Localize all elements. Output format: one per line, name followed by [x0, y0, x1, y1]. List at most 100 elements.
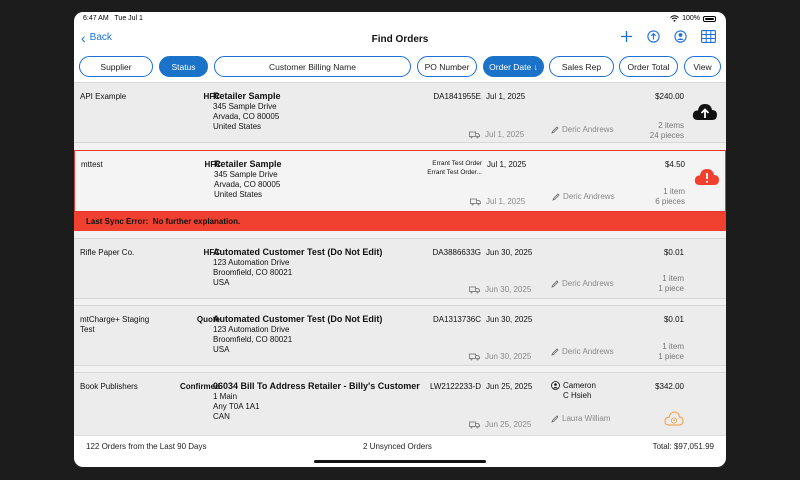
buyer: Cameron C Hsieh: [551, 381, 596, 401]
filter-po-number-button[interactable]: PO Number: [417, 56, 477, 77]
filter-bar: Supplier Status Customer Billing Name PO…: [79, 56, 721, 77]
battery-percent: 100%: [682, 15, 700, 22]
orders-list: API Example HFC Retailer Sample 345 Samp…: [74, 82, 726, 437]
order-row[interactable]: Rifle Paper Co. HFC Automated Customer T…: [74, 238, 726, 299]
order-total: $342.00: [655, 382, 684, 391]
order-total: $240.00: [655, 92, 684, 101]
order-date: Jul 1, 2025: [486, 92, 526, 101]
order-customer: mttest: [81, 160, 103, 169]
order-row[interactable]: Book Publishers Confirmed 06034 Bill To …: [74, 372, 726, 437]
filter-supplier-button[interactable]: Supplier: [79, 56, 153, 77]
order-type: HFC: [204, 160, 221, 169]
order-ship-to: Automated Customer Test (Do Not Edit) 12…: [213, 247, 383, 287]
order-ship-to: Retailer Sample 345 Sample Drive Arvada,…: [213, 91, 281, 131]
sync-error-label: Last Sync Error:: [86, 217, 149, 226]
order-ship-to: Automated Customer Test (Do Not Edit) 12…: [213, 314, 383, 354]
order-total: $4.50: [664, 160, 685, 169]
grid-view-icon[interactable]: [701, 30, 716, 43]
order-customer: API Example: [80, 92, 127, 101]
truck-icon: [469, 353, 480, 361]
truck-icon: [469, 421, 480, 429]
order-customer: Rifle Paper Co.: [80, 248, 135, 257]
order-row[interactable]: mttest HFC Retailer Sample 345 Sample Dr…: [74, 150, 726, 212]
filter-status-button[interactable]: Status: [159, 56, 208, 77]
order-date: Jun 30, 2025: [486, 248, 533, 257]
upload-icon[interactable]: [647, 30, 660, 43]
person-icon: [551, 381, 560, 390]
ship-date: Jun 25, 2025: [485, 420, 532, 429]
order-total: $0.01: [663, 248, 684, 257]
ship-date: Jul 1, 2025: [485, 130, 525, 139]
wifi-icon: [670, 15, 679, 22]
order-type: Confirmed: [180, 382, 220, 391]
sales-rep: Laura William: [562, 414, 611, 423]
page-title: Find Orders: [371, 34, 429, 45]
order-number: DA1841955E: [433, 92, 481, 101]
sync-error-text: No further explanation.: [152, 217, 241, 226]
item-count: 1 item: [663, 187, 685, 196]
ship-date: Jul 1, 2025: [486, 197, 526, 206]
status-bar: 6:47 AM Tue Jul 1 100%: [74, 12, 726, 26]
cloud-pending-icon[interactable]: [664, 411, 684, 426]
filter-order-date-button[interactable]: Order Date ↓: [483, 56, 544, 77]
filter-billing-name-button[interactable]: Customer Billing Name: [214, 56, 411, 77]
order-row[interactable]: API Example HFC Retailer Sample 345 Samp…: [74, 82, 726, 143]
user-icon[interactable]: [674, 30, 687, 43]
order-number: DA3886633G: [432, 248, 481, 257]
sales-rep: Deric Andrews: [563, 192, 615, 201]
truck-icon: [470, 198, 481, 206]
truck-icon: [469, 286, 480, 294]
grand-total: Total: $97,051.99: [652, 442, 714, 451]
order-row[interactable]: mtCharge+ Staging Test Quote Automated C…: [74, 305, 726, 366]
pencil-icon: [551, 348, 559, 356]
order-date: Jul 1, 2025: [487, 160, 527, 169]
order-number: Errant Test Order Errant Test Order...: [427, 160, 482, 176]
status-time: 6:47 AM: [83, 15, 109, 22]
order-total: $0.01: [663, 315, 684, 324]
back-label: Back: [89, 32, 112, 43]
unsynced-count[interactable]: 2 Unsynced Orders: [363, 442, 432, 451]
buyer-last: C Hsieh: [563, 391, 592, 400]
order-date: Jun 25, 2025: [486, 382, 533, 391]
item-count: 2 items: [658, 121, 684, 130]
app-window: 6:47 AM Tue Jul 1 100% ‹ Back Find Order…: [74, 12, 726, 467]
back-button[interactable]: ‹ Back: [81, 29, 112, 46]
sync-error-banner: Last Sync Error: No further explanation.: [74, 212, 726, 231]
orders-summary: 122 Orders from the Last 90 Days: [86, 442, 207, 451]
ship-date: Jun 30, 2025: [485, 352, 532, 361]
order-number: DA1313736C: [432, 315, 481, 324]
pencil-icon: [552, 193, 560, 201]
sales-rep: Deric Andrews: [562, 279, 614, 288]
truck-icon: [469, 131, 480, 139]
home-indicator[interactable]: [314, 460, 486, 463]
buyer-first: Cameron: [563, 381, 596, 390]
piece-count: 24 pieces: [649, 131, 684, 140]
view-button[interactable]: View: [684, 56, 721, 77]
filter-sales-rep-button[interactable]: Sales Rep: [549, 56, 614, 77]
filter-order-total-button[interactable]: Order Total: [619, 56, 678, 77]
order-number: LW2122233-D: [430, 382, 481, 391]
cloud-error-icon[interactable]: [694, 168, 720, 186]
order-ship-to: Retailer Sample 345 Sample Drive Arvada,…: [214, 159, 282, 199]
item-count: 1 item: [662, 274, 684, 283]
chevron-left-icon: ‹: [81, 29, 86, 46]
nav-bar: ‹ Back Find Orders: [74, 27, 726, 53]
plus-icon[interactable]: [620, 30, 633, 43]
order-type: HFC: [203, 248, 220, 257]
sales-rep: Deric Andrews: [562, 125, 614, 134]
piece-count: 6 pieces: [655, 197, 685, 206]
summary-footer: 122 Orders from the Last 90 Days 2 Unsyn…: [74, 435, 726, 455]
order-date: Jun 30, 2025: [486, 315, 533, 324]
order-type: HFC: [203, 92, 220, 101]
pencil-icon: [551, 126, 559, 134]
order-type: Quote: [196, 315, 220, 324]
cloud-upload-icon[interactable]: [692, 103, 718, 121]
item-count: 1 item: [662, 342, 684, 351]
piece-count: 1 piece: [658, 284, 684, 293]
status-date: Tue Jul 1: [114, 15, 143, 22]
ship-date: Jun 30, 2025: [485, 285, 532, 294]
piece-count: 1 piece: [658, 352, 684, 361]
pencil-icon: [551, 280, 559, 288]
order-customer: Book Publishers: [80, 382, 138, 391]
pencil-icon: [551, 415, 559, 423]
